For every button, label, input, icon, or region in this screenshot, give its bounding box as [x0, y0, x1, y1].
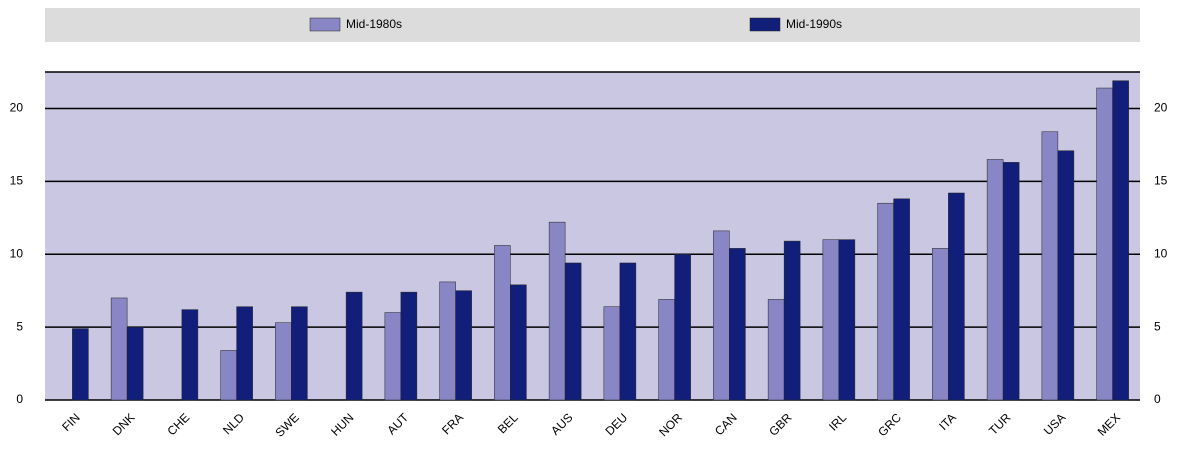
- legend-swatch: [749, 17, 781, 32]
- bar: [345, 291, 363, 401]
- bar: [275, 322, 292, 401]
- x-tick-label: MEX: [1095, 410, 1123, 438]
- bar: [72, 328, 89, 401]
- x-tick-label: DNK: [110, 410, 138, 438]
- x-tick-label: GBR: [766, 410, 795, 439]
- bar: [400, 291, 418, 401]
- bar: [713, 230, 730, 401]
- bar: [236, 306, 253, 401]
- bar: [603, 306, 621, 401]
- y-tick-label: 20: [10, 101, 24, 115]
- bar: [548, 221, 566, 401]
- bar: [384, 312, 402, 401]
- bar: [510, 284, 527, 401]
- bar: [439, 281, 456, 401]
- bar: [674, 253, 691, 401]
- x-tick-label: CHE: [164, 410, 192, 438]
- bar: [783, 240, 801, 401]
- x-tick-label: NLD: [220, 410, 247, 437]
- bar: [729, 248, 746, 401]
- x-tick-label: BEL: [495, 410, 521, 436]
- bar: [1041, 131, 1059, 401]
- x-tick-label: NOR: [656, 410, 685, 439]
- bar: [291, 306, 308, 401]
- x-tick-label: AUT: [384, 410, 411, 437]
- bar: [877, 202, 894, 401]
- x-tick-label: FRA: [439, 410, 466, 437]
- bar: [1112, 80, 1129, 401]
- bar: [767, 299, 785, 401]
- y-tick-label: 10: [10, 246, 24, 260]
- bar: [1002, 162, 1020, 401]
- bar: [110, 297, 128, 401]
- y2-tick-label: 5: [1154, 319, 1161, 333]
- plot-background: [45, 72, 1140, 400]
- x-tick-label: AUS: [548, 410, 575, 437]
- bar: [220, 350, 237, 401]
- y2-tick-label: 0: [1154, 392, 1161, 406]
- bar: [986, 159, 1004, 401]
- x-tick-label: DEU: [602, 410, 630, 438]
- x-tick-label: TUR: [986, 410, 1014, 438]
- bar: [948, 192, 965, 401]
- x-tick-label: FIN: [59, 410, 83, 434]
- y-tick-label: 5: [16, 319, 23, 333]
- bar: [494, 245, 511, 401]
- legend-label: Mid-1980s: [346, 17, 402, 31]
- bar: [181, 309, 199, 401]
- bar: [822, 239, 840, 401]
- bar: [658, 299, 675, 401]
- bar: [1057, 150, 1075, 401]
- legend-swatch: [309, 17, 341, 32]
- x-tick-label: USA: [1041, 410, 1068, 437]
- legend-background: [45, 8, 1140, 42]
- bar: [932, 248, 949, 401]
- y-tick-label: 0: [16, 392, 23, 406]
- bar: [838, 239, 856, 401]
- bar: [619, 262, 637, 401]
- y2-tick-label: 20: [1154, 101, 1168, 115]
- x-tick-label: GRC: [875, 410, 904, 439]
- bar: [893, 198, 910, 401]
- legend-label: Mid-1990s: [786, 17, 842, 31]
- x-tick-label: ITA: [936, 410, 958, 432]
- x-tick-label: CAN: [712, 410, 740, 438]
- y2-tick-label: 10: [1154, 246, 1168, 260]
- x-tick-label: HUN: [328, 410, 356, 438]
- bar: [564, 262, 582, 401]
- x-tick-label: IRL: [826, 410, 849, 433]
- x-tick-label: SWE: [273, 410, 302, 439]
- y2-tick-label: 15: [1154, 174, 1168, 188]
- bar: [126, 326, 144, 401]
- bar: [1096, 87, 1113, 401]
- bar: [455, 290, 472, 401]
- y-tick-label: 15: [10, 174, 24, 188]
